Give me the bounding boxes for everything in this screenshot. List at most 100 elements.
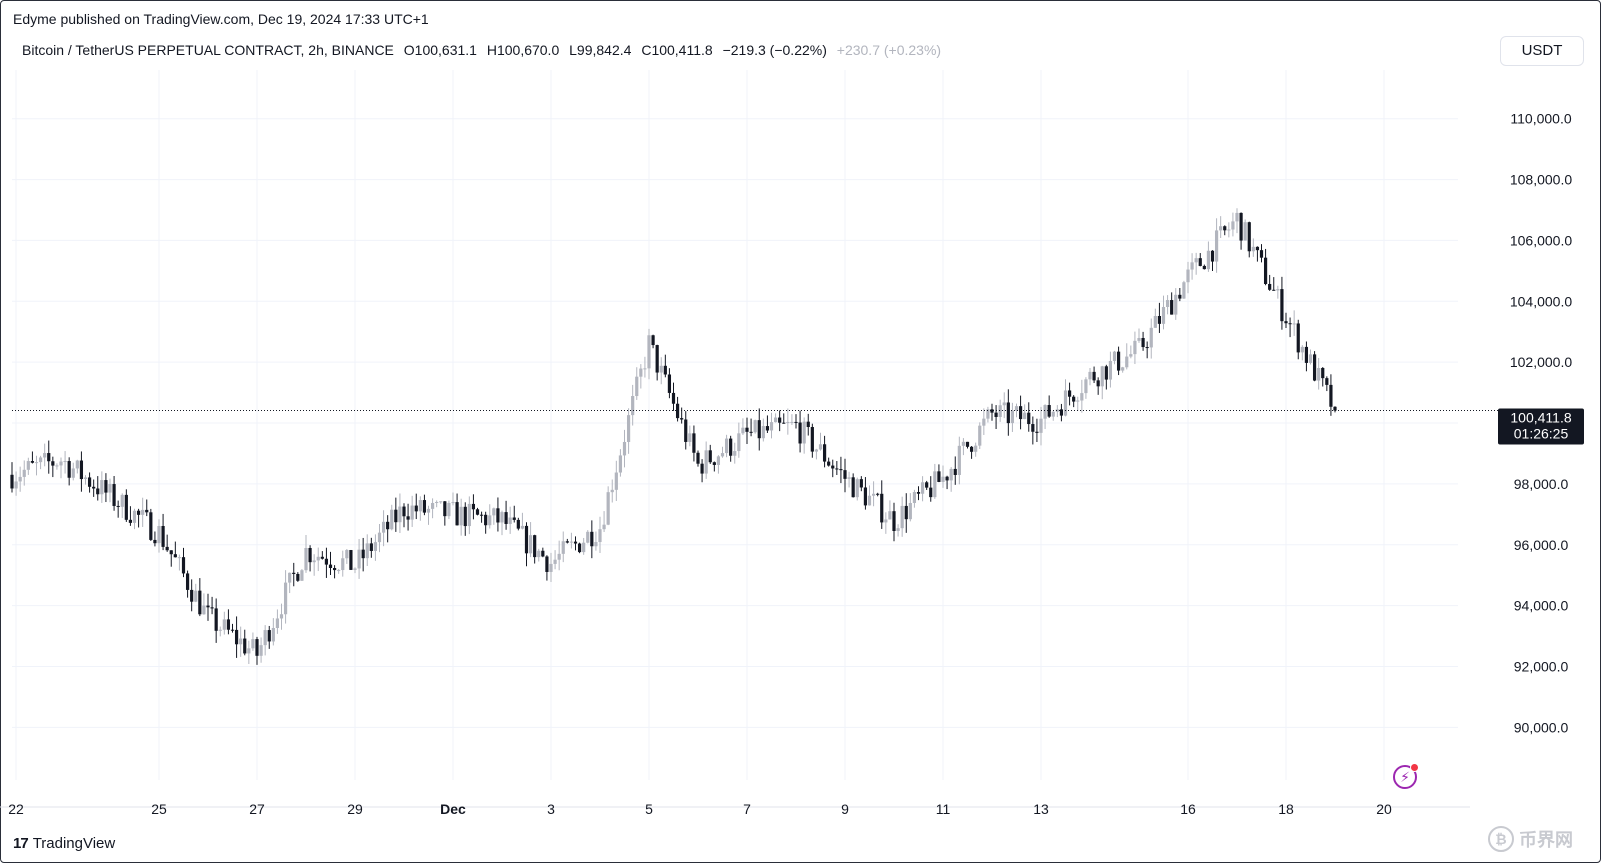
x-tick-label: 16 — [1180, 801, 1196, 817]
candle-body — [508, 517, 512, 524]
candle-body — [839, 469, 843, 471]
candle-body — [778, 417, 782, 423]
candle-body — [38, 457, 43, 463]
candle-body — [871, 493, 876, 496]
candle-body — [1231, 221, 1235, 230]
candle-body — [1006, 402, 1010, 424]
candle-body — [802, 421, 806, 444]
candle-body — [1039, 418, 1043, 433]
candle-body — [394, 509, 398, 523]
candle-body — [1288, 323, 1292, 325]
candle-body — [1116, 351, 1121, 371]
y-tick-label: 96,000.0 — [1514, 537, 1569, 553]
currency-button[interactable]: USDT — [1500, 36, 1584, 66]
symbol-name[interactable]: Bitcoin / TetherUS PERPETUAL CONTRACT, 2… — [22, 42, 394, 58]
candle-body — [831, 465, 835, 469]
candle-body — [1243, 222, 1247, 241]
candle-body — [165, 546, 169, 551]
candle-body — [888, 511, 892, 520]
candle-body — [1149, 327, 1153, 348]
candle-body — [1014, 406, 1019, 411]
candle-body — [451, 502, 455, 504]
last-price-text: 100,411.8 — [1510, 410, 1571, 426]
candle-body — [1002, 402, 1006, 406]
candle-body — [141, 509, 145, 515]
candle-body — [185, 573, 190, 590]
candle-body — [288, 572, 292, 583]
candle-body — [577, 543, 582, 553]
candle-body — [136, 510, 141, 515]
candle-body — [945, 476, 949, 481]
candle-body — [880, 493, 884, 523]
candle-body — [1272, 289, 1276, 291]
candle-body — [435, 501, 439, 503]
candle-body — [708, 450, 712, 463]
candle-body — [116, 505, 120, 507]
candle-body — [30, 461, 35, 463]
candle-body — [1227, 229, 1231, 231]
candle-body — [308, 547, 312, 563]
candle-body — [1194, 258, 1198, 263]
candle-body — [692, 433, 696, 453]
candle-body — [843, 470, 847, 479]
candle-body — [631, 396, 635, 416]
candle-body — [798, 422, 802, 444]
extra-change: +230.7 (+0.23%) — [836, 42, 942, 58]
candle-body — [267, 630, 271, 642]
candle-body — [786, 421, 790, 424]
candle-body — [410, 505, 414, 520]
candle-body — [773, 417, 778, 423]
candle-body — [867, 495, 872, 506]
candle-body — [1080, 393, 1084, 401]
candle-body — [859, 479, 863, 488]
candle-body — [1084, 379, 1088, 394]
candle-body — [1329, 384, 1333, 407]
candle-body — [1031, 424, 1035, 432]
candle-body — [594, 542, 598, 547]
candle-body — [1108, 360, 1113, 380]
candle-body — [590, 531, 594, 547]
candle-body — [1051, 411, 1055, 417]
candle-body — [1284, 321, 1288, 324]
candle-body — [1259, 250, 1264, 258]
candle-body — [651, 335, 655, 346]
candle-body — [206, 605, 210, 608]
lightning-icon[interactable]: ⚡ — [1393, 763, 1419, 789]
candle-body — [1088, 371, 1092, 380]
candle-body — [365, 543, 369, 559]
candle-body — [10, 474, 14, 489]
candle-body — [132, 510, 137, 523]
candle-body — [969, 446, 974, 452]
candle-body — [418, 500, 422, 512]
candle-body — [520, 525, 525, 529]
ohlc-high: H100,670.0 — [486, 42, 560, 58]
candle-body — [255, 639, 259, 656]
candle-body — [1035, 431, 1039, 433]
candle-body — [937, 471, 941, 482]
candle-body — [1059, 409, 1064, 416]
candle-body — [1043, 405, 1047, 419]
candle-body — [475, 509, 480, 515]
y-tick-label: 90,000.0 — [1514, 719, 1569, 735]
x-tick-label: 9 — [841, 801, 849, 817]
candle-body — [222, 619, 226, 630]
candle-body — [908, 502, 912, 520]
x-tick-label: 11 — [936, 801, 951, 817]
candle-body — [814, 449, 819, 452]
candle-body — [753, 420, 757, 433]
candle-body — [790, 421, 794, 423]
candle-body — [230, 629, 235, 631]
candle-body — [292, 572, 296, 574]
tradingview-brand[interactable]: 17 TradingView — [13, 835, 115, 852]
candle-body — [916, 492, 921, 494]
x-tick-label: 27 — [249, 801, 265, 817]
candle-body — [484, 514, 488, 526]
y-tick-label: 106,000.0 — [1510, 232, 1572, 248]
candle-body — [316, 556, 320, 561]
candle-body — [1067, 390, 1072, 397]
candle-body — [345, 550, 349, 559]
candle-body — [978, 425, 982, 446]
candle-body — [1129, 354, 1133, 357]
candle-body — [43, 453, 47, 458]
